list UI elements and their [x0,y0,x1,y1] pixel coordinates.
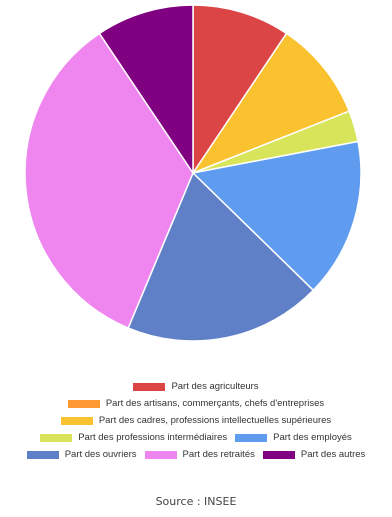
legend-swatch-ouvriers [26,450,59,459]
legend-item-agriculteurs[interactable]: Part des agriculteurs [133,381,259,392]
pie-slice-1[interactable] [192,32,350,174]
legend-row-2: Part des artisans, commerçants, chefs d'… [0,395,392,412]
legend-label-artisans: Part des artisans, commerçants, chefs d'… [105,398,325,409]
pie-slice-7[interactable] [98,4,194,174]
pie-slice-0[interactable] [192,4,288,174]
chart-source: Source : INSEE [155,495,237,508]
legend-item-ouvriers[interactable]: Part des ouvriers [26,449,137,460]
legend-row-1: Part des agriculteurs [0,378,392,395]
legend-item-intermediaires[interactable]: Part des professions intermédiaires [40,432,227,443]
legend-item-artisans[interactable]: Part des artisans, commerçants, chefs d'… [67,398,325,409]
legend-label-employes: Part des employés [273,432,352,443]
legend-item-retraites[interactable]: Part des retraités [144,449,255,460]
legend-row-5: Part des ouvriers Part des retraités Par… [0,446,392,463]
legend-row-3: Part des cadres, professions intellectue… [0,412,392,429]
legend-label-agriculteurs: Part des agriculteurs [171,381,259,392]
legend-swatch-retraites [144,450,177,459]
legend-swatch-intermediaires [40,433,73,442]
chart-legend: Part des agriculteurs Part des artisans,… [0,378,392,463]
legend-label-retraites: Part des retraités [182,449,255,460]
legend-item-cadres[interactable]: Part des cadres, professions intellectue… [60,415,332,426]
legend-item-employes[interactable]: Part des employés [235,432,352,443]
legend-label-autres: Part des autres [300,449,366,460]
legend-swatch-autres [262,450,295,459]
pie-chart [24,4,362,342]
legend-swatch-cadres [60,416,93,425]
legend-label-intermediaires: Part des professions intermédiaires [78,432,228,443]
legend-label-cadres: Part des cadres, professions intellectue… [98,415,332,426]
legend-label-ouvriers: Part des ouvriers [64,449,137,460]
pie-slice-5[interactable] [127,172,315,342]
pie-slice-6[interactable] [24,32,194,329]
legend-swatch-agriculteurs [133,382,166,391]
legend-row-4: Part des professions intermédiaires Part… [0,429,392,446]
pie-slice-4[interactable] [192,140,362,292]
legend-item-autres[interactable]: Part des autres [262,449,366,460]
legend-swatch-employes [235,433,268,442]
legend-swatch-artisans [67,399,100,408]
